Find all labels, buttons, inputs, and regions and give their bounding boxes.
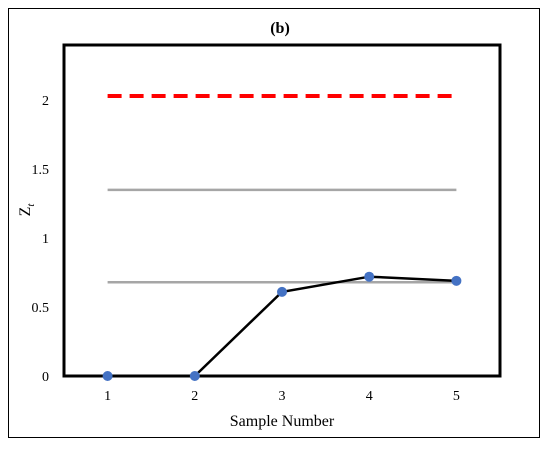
data-point-5 — [451, 275, 462, 286]
x-tick-label: 5 — [453, 389, 460, 404]
y-axis-label-main: Z — [17, 207, 34, 217]
y-tick-label: 0.5 — [32, 301, 50, 316]
y-tick-label: 0 — [42, 370, 49, 385]
x-tick-label: 2 — [191, 389, 198, 404]
x-tick-label: 4 — [366, 389, 373, 404]
y-tick-labels: 0 0.5 1 1.5 2 — [32, 94, 50, 385]
data-markers — [102, 271, 462, 381]
figure-frame — [8, 8, 540, 438]
y-axis-label: Zt — [17, 203, 37, 217]
y-tick-label: 1.5 — [32, 163, 50, 178]
y-axis-label-sub: t — [25, 203, 37, 207]
x-tick-label: 1 — [104, 389, 111, 404]
plot-area-border — [62, 43, 502, 378]
reference-lines — [107, 94, 457, 284]
data-point-1 — [102, 371, 113, 381]
data-point-4 — [364, 271, 375, 282]
x-axis-label: Sample Number — [230, 413, 335, 430]
x-tick-label: 3 — [279, 389, 286, 404]
y-tick-label: 1 — [42, 232, 49, 247]
data-point-3 — [277, 286, 287, 297]
chart-title: (b) — [270, 20, 290, 37]
data-point-2 — [189, 371, 200, 381]
y-tick-label: 2 — [42, 94, 49, 109]
x-tick-labels: 1 2 3 4 5 — [104, 389, 460, 404]
